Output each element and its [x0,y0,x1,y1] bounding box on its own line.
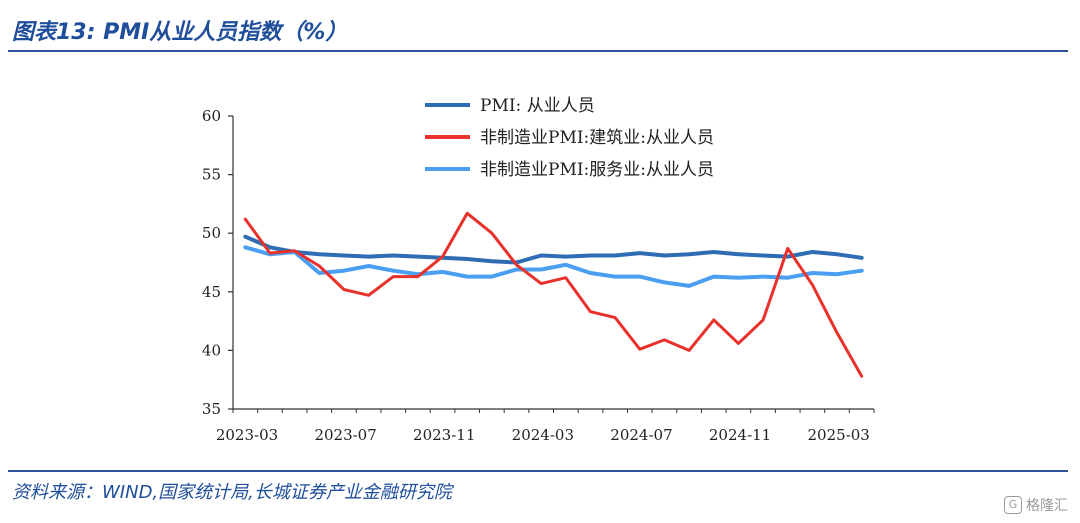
source-note: 资料来源：WIND,国家统计局,长城证券产业金融研究院 [12,482,452,503]
x-tick-label: 2024-03 [512,426,574,444]
x-tick-label: 2023-11 [413,426,475,444]
watermark-text: 格隆汇 [1026,498,1068,514]
axes-layer: 35 40 45 50 55 60 2023-03 2023-07 2023-11 2024-03… [202,107,875,444]
x-tick-label: 2023-07 [314,426,376,444]
series-line-1 [243,211,864,378]
y-tick-label: 60 [202,107,221,125]
y-tick-label: 55 [202,166,221,184]
y-tick-label: 50 [202,224,221,242]
bottom-rule [8,470,1068,472]
page-title: 图表13: PMI从业人员指数（%） [12,20,348,45]
x-tick-label: 2023-03 [216,426,278,444]
top-rule [8,50,1068,52]
series-line-2 [243,245,864,288]
pmi-employment-line-chart: 35 40 45 50 55 60 2023-03 2023-07 2023-11 2024-03… [202,96,875,444]
series-line-0 [243,234,864,265]
y-tick-label: 35 [202,400,221,418]
legend-label-2: 非制造业PMI:服务业:从业人员 [480,160,714,180]
y-tick-label: 45 [202,283,221,301]
watermark: G 格隆汇 [1004,495,1068,515]
x-tick-label: 2025-03 [808,426,870,444]
x-tick-label: 2024-11 [709,426,771,444]
y-tick-label: 40 [202,341,221,359]
series-layer [243,211,864,378]
watermark-logo-icon: G [1004,496,1022,514]
legend: PMI: 从业人员非制造业PMI:建筑业:从业人员非制造业PMI:服务业:从业人… [425,96,714,180]
x-tick-label: 2024-07 [610,426,672,444]
legend-label-1: 非制造业PMI:建筑业:从业人员 [480,128,714,148]
legend-label-0: PMI: 从业人员 [480,96,595,116]
